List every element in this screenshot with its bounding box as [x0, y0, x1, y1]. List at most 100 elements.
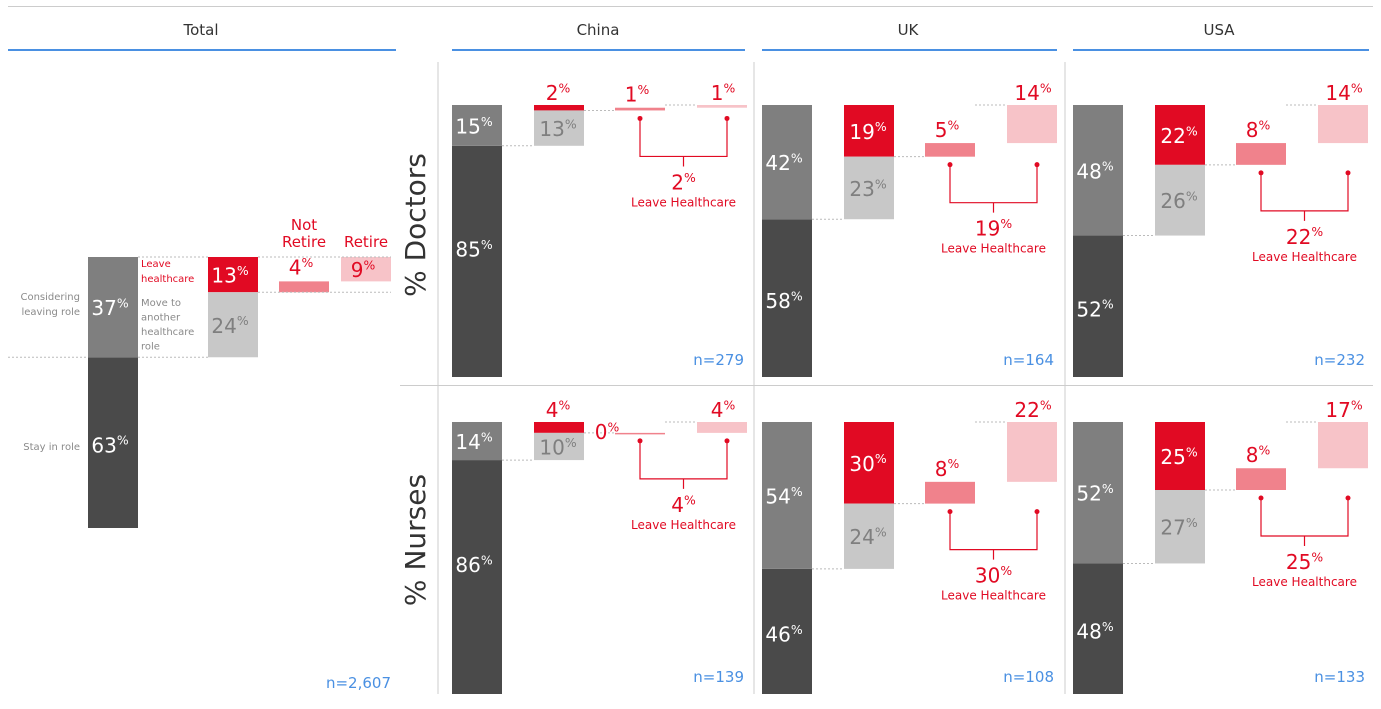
nurses-uk-label-stay: 46%: [765, 622, 802, 647]
total-label-retire: 9%: [351, 258, 376, 283]
nurses-china-label-leave-value: 4: [546, 398, 559, 422]
doctors-usa-bar-retire: [1318, 105, 1368, 144]
doctors-usa-label-considering-percent-sign: %: [1102, 159, 1114, 174]
nurses-usa-bar-stay: [1073, 563, 1123, 694]
doctors-uk-label-move-percent-sign: %: [875, 176, 887, 191]
doctors-uk-label-leave-healthcare-value: 19: [975, 217, 1000, 241]
nurses-uk-bracket: [949, 511, 1038, 560]
nurses-uk-label-considering-percent-sign: %: [791, 484, 803, 499]
nurses-uk-label-leave-healthcare-percent-sign: %: [1000, 563, 1012, 578]
doctors-china-label-considering: 15%: [455, 114, 492, 139]
total-label-stay-value: 63: [91, 433, 116, 457]
total-text-move-1: another: [141, 313, 181, 324]
doctors-uk-label-leave-value: 19: [849, 120, 874, 144]
nurses-china-label-leave-healthcare: 4%: [671, 492, 696, 517]
doctors-uk-label-retire: 14%: [1014, 80, 1051, 105]
total-label-stay: 63%: [91, 433, 128, 458]
doctors-uk-bar-not-retire: [925, 143, 975, 157]
doctors-usa-n-label: n=232: [1314, 351, 1365, 369]
total-text-not-retire-1: Not: [291, 216, 317, 234]
doctors-china-bar-move: [534, 110, 584, 146]
doctors-uk-label-retire-value: 14: [1014, 81, 1039, 105]
nurses-china-text-leave-healthcare: Leave Healthcare: [631, 518, 736, 532]
doctors-uk-label-stay-value: 58: [765, 289, 790, 313]
total-bar-stay: [88, 357, 138, 528]
doctors-uk-bar-stay: [762, 219, 812, 377]
total-n-label: n=2,607: [326, 674, 391, 692]
nurses-uk-label-considering-value: 54: [765, 484, 790, 508]
header-total: Total: [182, 21, 218, 39]
nurses-uk-bar-not-retire: [925, 481, 975, 504]
total-label-considering: 37%: [91, 296, 128, 321]
doctors-uk-bracket: [949, 164, 1038, 213]
total-bar-retire: [341, 257, 391, 282]
total-label-not-retire: 4%: [289, 255, 314, 280]
doctors-uk-bar-leave: [844, 105, 894, 157]
doctors-usa-bracket: [1260, 172, 1349, 221]
nurses-usa-label-leave-healthcare: 25%: [1286, 549, 1323, 574]
nurses-uk-label-leave: 30%: [849, 451, 886, 476]
doctors-uk-label-not-retire: 5%: [935, 117, 960, 142]
nurses-uk-label-move-value: 24: [849, 525, 874, 549]
nurses-usa-label-move-percent-sign: %: [1186, 515, 1198, 530]
nurses-china-label-considering-value: 14: [455, 430, 480, 454]
nurses-usa-label-considering: 52%: [1076, 481, 1113, 506]
nurses-uk-bar-retire: [1007, 422, 1057, 482]
nurses-china-label-considering: 14%: [455, 429, 492, 454]
doctors-china-label-not-retire-percent-sign: %: [637, 82, 649, 97]
doctors-usa-bar-considering: [1073, 105, 1123, 236]
doctors-china-bracket: [639, 118, 728, 167]
nurses-usa-label-not-retire-percent-sign: %: [1258, 443, 1270, 458]
nurses-china-label-leave: 4%: [546, 397, 571, 422]
nurses-china-bar-leave: [534, 422, 584, 433]
doctors-china-label-not-retire-value: 1: [625, 83, 638, 107]
doctors-usa-bar-move: [1155, 164, 1205, 236]
nurses-china-label-stay: 86%: [455, 552, 492, 577]
nurses-uk-text-leave-healthcare: Leave Healthcare: [941, 589, 1046, 603]
total-label-move: 24%: [211, 313, 248, 338]
nurses-usa-label-leave-percent-sign: %: [1186, 444, 1198, 459]
total-label-retire-value: 9: [351, 258, 364, 282]
total-text-move-0: Move to: [141, 298, 181, 309]
total-label-stay-percent-sign: %: [117, 433, 129, 448]
nurses-uk-bar-move: [844, 503, 894, 569]
doctors-china-label-leave-healthcare: 2%: [671, 170, 696, 195]
total-text-considering-1: Considering: [20, 292, 80, 303]
nurses-usa-label-stay: 48%: [1076, 619, 1113, 644]
nurses-uk-label-leave-healthcare-value: 30: [975, 564, 1000, 588]
doctors-china-label-leave: 2%: [546, 80, 571, 105]
doctors-usa-label-retire-value: 14: [1325, 81, 1350, 105]
nurses-uk-label-leave-healthcare: 30%: [975, 563, 1012, 588]
nurses-china-label-stay-value: 86: [455, 553, 480, 577]
nurses-uk-bar-considering: [762, 422, 812, 569]
nurses-usa-bar-considering: [1073, 422, 1123, 564]
header-uk: UK: [898, 21, 920, 39]
nurses-usa-bar-not-retire: [1236, 468, 1286, 490]
doctors-usa-label-retire: 14%: [1325, 80, 1362, 105]
nurses-usa-label-considering-percent-sign: %: [1102, 481, 1114, 496]
doctors-usa-label-considering: 48%: [1076, 159, 1113, 184]
doctors-china-bar-leave: [534, 105, 584, 111]
doctors-usa-bar-stay: [1073, 235, 1123, 377]
nurses-uk-label-leave-percent-sign: %: [875, 451, 887, 466]
nurses-usa-label-considering-value: 52: [1076, 482, 1101, 506]
nurses-uk-n-label: n=108: [1003, 668, 1054, 686]
doctors-uk-label-stay-percent-sign: %: [791, 289, 803, 304]
nurses-usa-label-retire: 17%: [1325, 397, 1362, 422]
doctors-uk-text-leave-healthcare: Leave Healthcare: [941, 242, 1046, 256]
nurses-china-label-stay-percent-sign: %: [481, 552, 493, 567]
nurses-usa-label-stay-percent-sign: %: [1102, 619, 1114, 634]
doctors-china-label-move: 13%: [539, 117, 576, 142]
total-text-move-3: role: [141, 342, 160, 353]
nurses-china-label-leave-healthcare-value: 4: [671, 493, 684, 517]
nurses-usa-bar-move: [1155, 490, 1205, 564]
total-text-retire: Retire: [344, 233, 388, 251]
doctors-china-label-retire: 1%: [711, 80, 736, 105]
header-usa: USA: [1203, 21, 1235, 39]
doctors-usa-label-leave-percent-sign: %: [1186, 123, 1198, 138]
doctors-uk-label-retire-percent-sign: %: [1040, 80, 1052, 95]
nurses-usa-label-not-retire-value: 8: [1246, 443, 1259, 467]
doctors-usa-label-not-retire-value: 8: [1246, 118, 1259, 142]
